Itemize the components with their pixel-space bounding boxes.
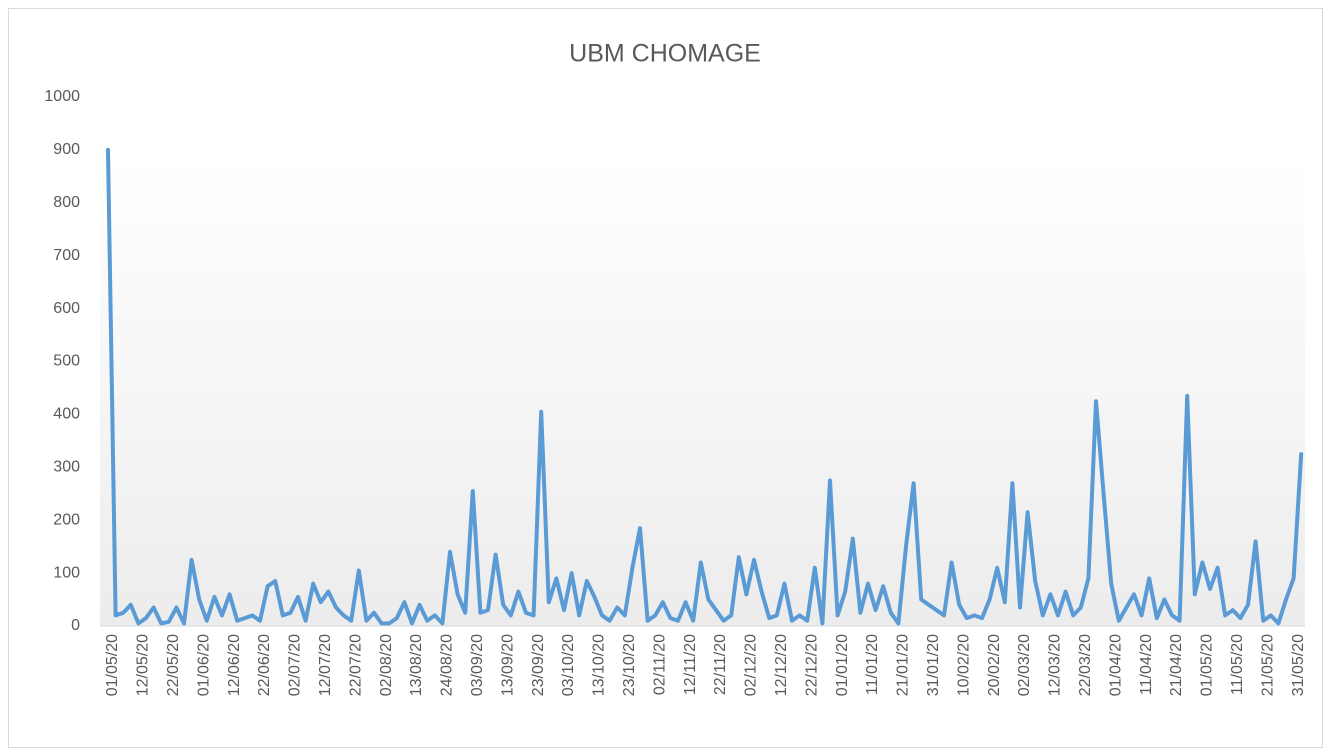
- x-tick-label: 23/09/20: [530, 634, 547, 696]
- x-tick-label: 22/03/20: [1077, 634, 1094, 696]
- y-tick-label: 600: [53, 300, 80, 317]
- x-tick-label: 22/12/20: [803, 634, 820, 696]
- x-tick-label: 31/05/20: [1290, 634, 1307, 696]
- x-tick-label: 11/01/20: [864, 634, 881, 695]
- x-tick-label: 10/02/20: [955, 634, 972, 696]
- plot-area: [100, 160, 1305, 626]
- y-tick-label: 900: [53, 141, 80, 158]
- x-tick-label: 02/07/20: [287, 634, 304, 696]
- x-tick-label: 24/08/20: [439, 634, 456, 696]
- x-tick-label: 13/09/20: [499, 634, 516, 696]
- x-tick-label: 03/10/20: [560, 634, 577, 696]
- x-tick-label: 11/04/20: [1138, 634, 1155, 695]
- x-tick-label: 22/06/20: [256, 634, 273, 696]
- x-tick-label: 12/11/20: [682, 634, 699, 695]
- y-tick-label: 1000: [44, 88, 80, 105]
- x-tick-label: 13/10/20: [591, 634, 608, 696]
- y-tick-label: 0: [71, 617, 80, 634]
- y-tick-label: 500: [53, 353, 80, 370]
- x-tick-label: 01/05/20: [104, 634, 121, 696]
- x-tick-label: 22/07/20: [347, 634, 364, 696]
- y-tick-label: 800: [53, 194, 80, 211]
- x-tick-label: 02/08/20: [378, 634, 395, 696]
- y-tick-label: 400: [53, 406, 80, 423]
- x-tick-label: 02/11/20: [651, 634, 668, 695]
- x-tick-label: 02/12/20: [743, 634, 760, 696]
- x-tick-label: 22/05/20: [165, 634, 182, 696]
- x-tick-label: 12/03/20: [1047, 634, 1064, 696]
- x-tick-label: 12/12/20: [773, 634, 790, 696]
- x-tick-label: 21/05/20: [1259, 634, 1276, 696]
- line-series: [106, 147, 1304, 626]
- x-tick-label: 12/05/20: [135, 634, 152, 696]
- x-tick-label: 13/08/20: [408, 634, 425, 696]
- chart-title: UBM CHOMAGE: [569, 40, 761, 68]
- x-tick-label: 20/02/20: [986, 634, 1003, 696]
- y-tick-label: 300: [53, 459, 80, 476]
- y-tick-label: 200: [53, 511, 80, 528]
- x-tick-label: 12/07/20: [317, 634, 334, 696]
- x-tick-label: 12/06/20: [226, 634, 243, 696]
- x-tick-label: 21/01/20: [895, 634, 912, 696]
- x-tick-label: 01/01/20: [834, 634, 851, 696]
- x-tick-label: 01/04/20: [1107, 634, 1124, 696]
- x-tick-label: 31/01/20: [925, 634, 942, 696]
- y-tick-label: 100: [53, 564, 80, 581]
- x-tick-label: 02/03/20: [1016, 634, 1033, 696]
- x-tick-label: 11/05/20: [1229, 634, 1246, 695]
- x-tick-label: 23/10/20: [621, 634, 638, 696]
- x-tick-label: 22/11/20: [712, 634, 729, 695]
- x-tick-label: 01/05/20: [1199, 634, 1216, 696]
- y-tick-label: 700: [53, 247, 80, 264]
- x-tick-label: 21/04/20: [1168, 634, 1185, 696]
- x-tick-label: 01/06/20: [195, 634, 212, 696]
- x-tick-label: 03/09/20: [469, 634, 486, 696]
